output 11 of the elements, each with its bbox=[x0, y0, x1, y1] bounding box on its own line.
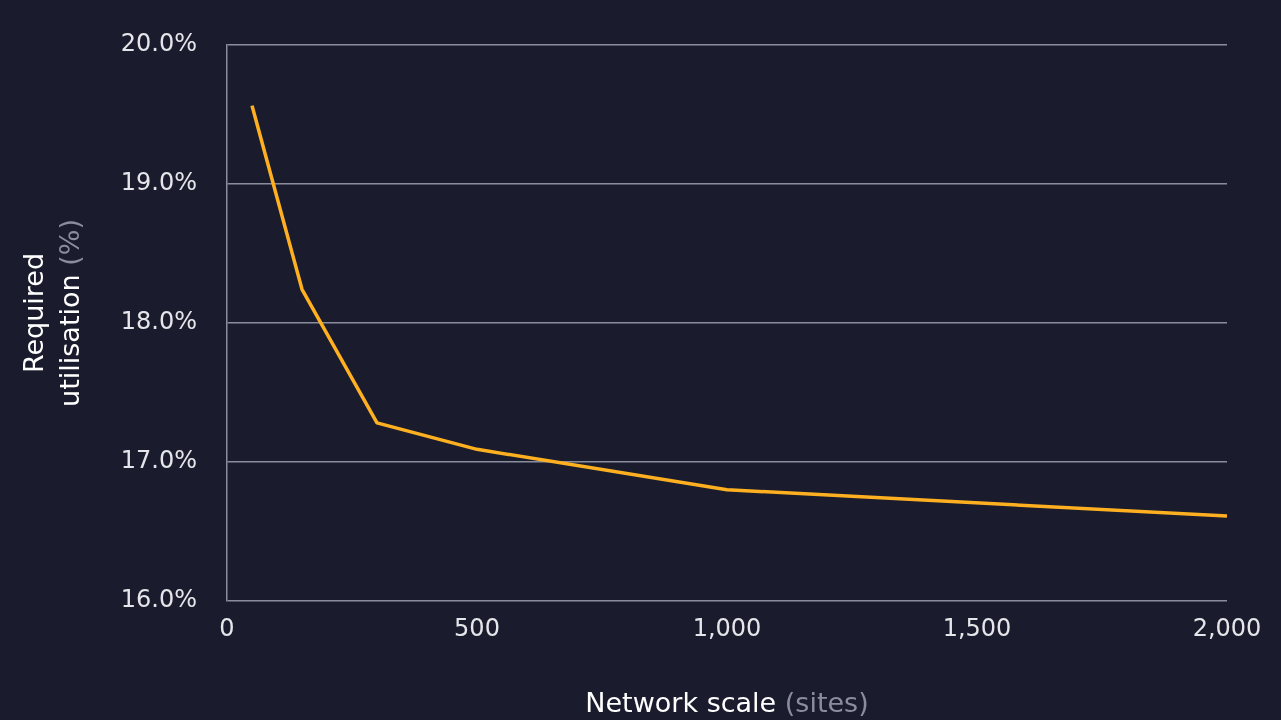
x-tick-label: 1,500 bbox=[942, 613, 1012, 642]
x-tick-label: 1,000 bbox=[692, 613, 762, 642]
x-tick-label: 500 bbox=[454, 613, 500, 642]
y-tick-label: 18.0% bbox=[120, 306, 197, 335]
y-tick-label: 20.0% bbox=[120, 28, 197, 57]
y-tick-label: 17.0% bbox=[120, 446, 197, 475]
x-tick-label: 0 bbox=[219, 613, 235, 642]
x-tick-label: 2,000 bbox=[1192, 613, 1262, 642]
y-tick-label: 16.0% bbox=[120, 585, 197, 614]
x-axis-title: Network scale (sites) bbox=[585, 687, 869, 718]
y-tick-label: 19.0% bbox=[120, 167, 197, 196]
